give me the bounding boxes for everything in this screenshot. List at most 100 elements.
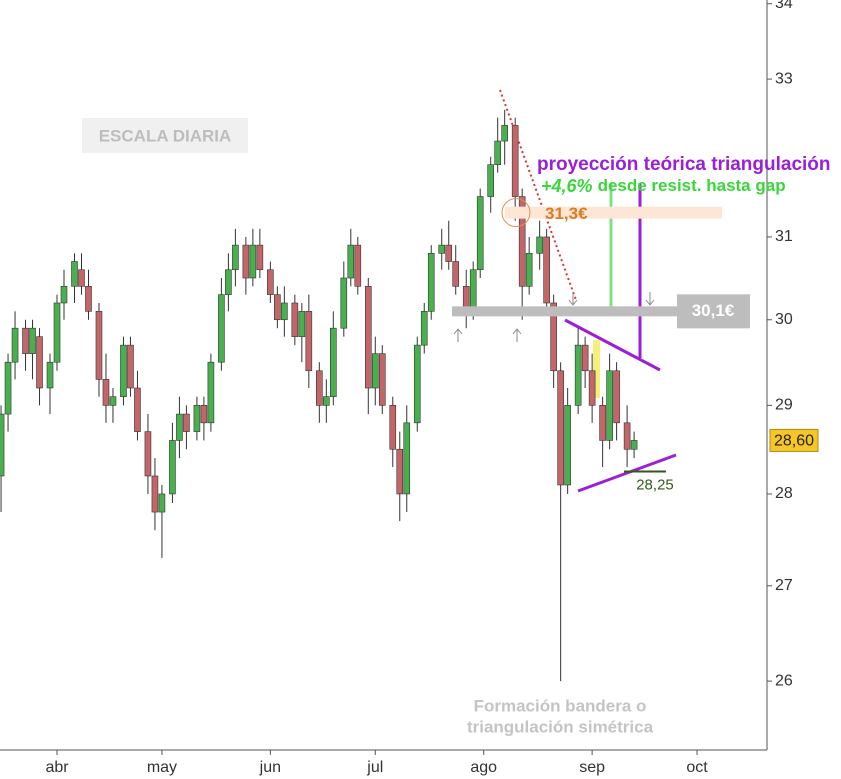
candle-body: [102, 379, 110, 406]
candle-body: [371, 353, 379, 389]
gap-band: [505, 206, 722, 219]
gain-text: desde resist. hasta gap: [598, 176, 786, 195]
candle-body: [378, 353, 386, 406]
x-tick-label: jun: [259, 759, 281, 776]
candle-body: [323, 396, 330, 406]
candle-body: [525, 252, 533, 287]
candle-body: [0, 413, 5, 477]
candle-body: [78, 269, 85, 287]
candle-body: [452, 261, 460, 287]
candle-body: [4, 361, 12, 415]
candle-body: [581, 344, 589, 372]
candle-body: [218, 294, 225, 363]
candle-body: [200, 405, 208, 424]
gap-label: 31,3€: [545, 204, 588, 223]
candle-body: [438, 244, 446, 254]
candle-body: [46, 361, 54, 389]
y-tick-label: 33: [775, 70, 793, 87]
price-box: [769, 428, 819, 452]
arrows: [453, 292, 655, 342]
candle-body: [403, 422, 411, 495]
pattern-text: Formación bandera o: [474, 696, 647, 715]
candle-body: [476, 196, 484, 271]
resistance-label: 30,1€: [692, 301, 735, 320]
candle-body: [550, 302, 557, 372]
candle-body: [469, 269, 477, 312]
candle-body: [413, 344, 421, 424]
candle-body: [71, 261, 78, 287]
gain-value: +4,6%: [541, 176, 593, 196]
gain-label: +4,6% desde resist. hasta gap: [541, 176, 786, 196]
candle-body: [207, 361, 215, 424]
candle-body: [396, 448, 404, 495]
gap-circle: [501, 198, 531, 228]
y-tick-label: 26: [775, 672, 793, 689]
scale-note: ESCALA DIARIA: [99, 126, 232, 145]
candle-body: [330, 327, 337, 397]
x-tick-label: oct: [686, 759, 708, 776]
candle-body: [347, 244, 355, 279]
projection-title: proyección teórica triangulación: [537, 154, 831, 175]
candle-body: [176, 413, 183, 441]
candle-body: [389, 405, 397, 450]
candle-body: [487, 164, 494, 197]
candle-body: [95, 311, 103, 380]
candle-body: [354, 244, 362, 287]
x-tick-label: jul: [366, 759, 383, 776]
y-tick-label: 27: [775, 577, 793, 594]
candle-body: [36, 336, 43, 389]
y-tick-label: 29: [775, 397, 793, 414]
support-label: 28,25: [636, 476, 674, 493]
candle-body: [364, 286, 372, 389]
candle-body: [501, 125, 508, 142]
flag: [593, 340, 600, 398]
candle-body: [60, 286, 68, 304]
candle-body: [85, 286, 92, 312]
candle-body: [557, 370, 564, 486]
candle-body: [232, 244, 239, 271]
candle-body: [445, 244, 453, 262]
y-tick-label: 31: [775, 228, 793, 245]
candle-body: [623, 422, 631, 450]
y-tick-label: 34: [775, 0, 793, 12]
candle-body: [599, 405, 606, 441]
candle-body: [630, 440, 638, 450]
candle-body: [316, 370, 323, 406]
candle-body: [22, 327, 29, 354]
pattern-text: triangulación simétrica: [467, 717, 654, 736]
candle-body: [511, 125, 519, 197]
candle-body: [564, 405, 571, 486]
candle-body: [291, 302, 299, 337]
candle-body: [144, 431, 152, 477]
x-tick-label: ago: [470, 759, 497, 776]
candle-body: [134, 387, 141, 432]
candle-body: [518, 196, 526, 287]
note-box: [82, 118, 248, 153]
candle-body: [11, 327, 19, 363]
resistance-box: [677, 294, 750, 329]
candle-body: [420, 311, 428, 346]
candle-body: [193, 405, 201, 432]
candle-body: [127, 344, 134, 389]
candle-body: [109, 396, 117, 406]
candle-body: [29, 327, 36, 354]
price-label: 28,60: [774, 433, 814, 450]
candle-body: [169, 440, 176, 495]
candle-body: [536, 236, 543, 254]
candle-body: [427, 252, 435, 312]
candle-body: [494, 140, 501, 165]
candle-body: [298, 311, 306, 337]
candle-body: [588, 370, 596, 406]
candle-body: [340, 277, 348, 329]
candle-body: [249, 244, 257, 279]
candle-body: [613, 370, 620, 424]
trend-line: [499, 89, 577, 301]
candle-body: [606, 370, 613, 441]
candles: [0, 109, 638, 682]
y-tick-label: 30: [775, 311, 793, 328]
candle-body: [53, 302, 61, 363]
triangle-lower: [577, 453, 677, 493]
candle-body: [120, 344, 127, 397]
candle-body: [543, 236, 550, 304]
